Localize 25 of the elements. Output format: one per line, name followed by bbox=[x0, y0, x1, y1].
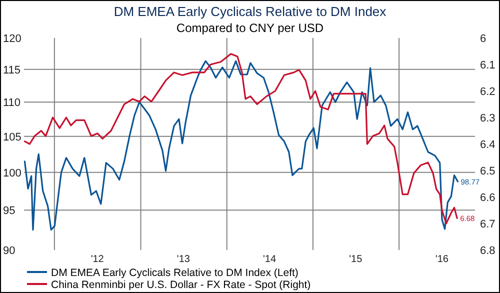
y2-tick-label: 6.4 bbox=[480, 139, 496, 151]
x-tick-label: '13 bbox=[176, 254, 190, 265]
y-tick-label: 120 bbox=[3, 33, 22, 45]
x-tick-label: '15 bbox=[349, 254, 363, 265]
y2-tick-label: 6.6 bbox=[480, 192, 496, 204]
chart-subtitle: Compared to CNY per USD bbox=[176, 21, 324, 35]
chart-title: DM EMEA Early Cyclicals Relative to DM Index bbox=[114, 4, 387, 19]
x-tick-label: '12 bbox=[90, 254, 104, 265]
y-tick-label: 105 bbox=[3, 131, 22, 144]
y-tick-label: 90 bbox=[3, 245, 16, 257]
y2-tick-label: 6.7 bbox=[480, 218, 496, 230]
x-tick-label: '16 bbox=[435, 254, 449, 265]
y2-tick-label: 6.8 bbox=[480, 245, 496, 257]
y-tick-label: 100 bbox=[3, 167, 22, 180]
y-tick-label: 95 bbox=[3, 205, 16, 218]
y2-tick-label: 6 bbox=[480, 33, 486, 45]
legend-label: China Renminbi per U.S. Dollar - FX Rate - Spot (Right) bbox=[51, 279, 311, 291]
y2-tick-label: 6.2 bbox=[480, 86, 496, 98]
y2-tick-label: 6.3 bbox=[480, 112, 496, 124]
x-tick-label: '14 bbox=[263, 254, 276, 265]
y2-tick-label: 6.5 bbox=[480, 166, 496, 178]
y-tick-label: 110 bbox=[3, 97, 21, 110]
y2-tick-label: 6.1 bbox=[480, 60, 496, 72]
legend-label: DM EMEA Early Cyclicals Relative to DM Index (Left) bbox=[51, 267, 298, 279]
y-tick-label: 115 bbox=[3, 64, 21, 76]
